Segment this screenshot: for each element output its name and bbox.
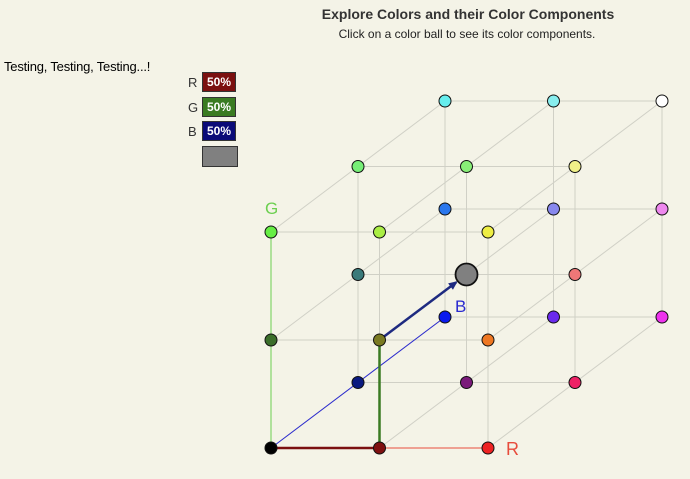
- green-component-value: 50%: [202, 97, 236, 117]
- ball-white[interactable]: [655, 94, 669, 108]
- ball-pale-green[interactable]: [460, 160, 473, 173]
- red-component-label: R: [188, 75, 198, 90]
- page-subtitle: Click on a color ball to see its color c…: [338, 27, 596, 41]
- ball-violet[interactable]: [547, 310, 560, 324]
- ball-light-cyan[interactable]: [547, 94, 560, 108]
- ball-navy[interactable]: [351, 376, 365, 389]
- page-title: Explore Colors and their Color Component…: [321, 6, 615, 22]
- status-message: Testing, Testing, Testing...!: [4, 59, 151, 74]
- ball-red[interactable]: [481, 441, 495, 455]
- component-vectors: [271, 281, 458, 450]
- ball-crimson[interactable]: [568, 376, 582, 389]
- ball-dark-green[interactable]: [264, 333, 278, 347]
- ball-gray-center[interactable]: [454, 262, 479, 287]
- color-balls: [264, 94, 669, 455]
- b-component-vector: [378, 281, 457, 341]
- ball-salmon[interactable]: [568, 268, 582, 281]
- ball-green[interactable]: [264, 225, 278, 239]
- ball-purple[interactable]: [460, 376, 473, 389]
- ball-orchid[interactable]: [655, 202, 669, 216]
- b-vector-arrowhead: [448, 281, 458, 290]
- ball-lime[interactable]: [373, 225, 386, 239]
- ball-olive[interactable]: [373, 333, 386, 347]
- green-component-label: G: [188, 100, 199, 115]
- g-axis-label: G: [265, 199, 278, 218]
- ball-blue[interactable]: [438, 310, 452, 324]
- ball-dark-red[interactable]: [373, 441, 386, 455]
- ball-yellow[interactable]: [481, 225, 495, 239]
- r-axis-label: R: [506, 439, 519, 459]
- ball-magenta[interactable]: [655, 310, 669, 324]
- blue-component-value: 50%: [202, 121, 236, 141]
- ball-periwinkle[interactable]: [547, 202, 560, 216]
- ball-orange[interactable]: [481, 333, 495, 347]
- selected-color-swatch: [202, 146, 238, 167]
- ball-teal[interactable]: [351, 268, 365, 281]
- ball-pale-yellow[interactable]: [568, 160, 582, 173]
- b-axis-label: B: [455, 297, 466, 316]
- ball-cyan[interactable]: [438, 94, 452, 108]
- ball-light-green[interactable]: [351, 160, 365, 173]
- ball-black[interactable]: [264, 441, 278, 455]
- ball-steel-blue[interactable]: [438, 202, 452, 216]
- blue-component-label: B: [188, 124, 197, 139]
- red-component-value: 50%: [202, 72, 236, 92]
